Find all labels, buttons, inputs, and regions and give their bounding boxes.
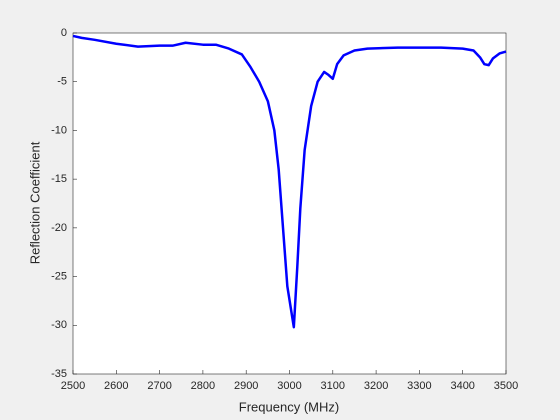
plot-area <box>72 32 507 375</box>
x-tick-label: 3300 <box>407 380 431 392</box>
x-tick-label: 3400 <box>450 380 474 392</box>
x-tick-label: 3200 <box>364 380 388 392</box>
line-series <box>72 34 507 329</box>
y-tick-label: -25 <box>51 270 67 282</box>
x-tick-label: 2800 <box>191 380 215 392</box>
x-tick-label: 2600 <box>104 380 128 392</box>
y-tick-label: -15 <box>51 173 67 185</box>
y-tick-label: -30 <box>51 319 67 331</box>
y-tick-label: -20 <box>51 222 67 234</box>
y-tick-label: -35 <box>51 368 67 380</box>
y-tick-label: 0 <box>61 27 67 39</box>
x-tick-label: 3000 <box>277 380 301 392</box>
x-tick-label: 3100 <box>321 380 345 392</box>
y-axis-label: Reflection Coefficient <box>27 141 42 264</box>
y-tick-label: -5 <box>57 76 67 88</box>
x-tick-label: 3500 <box>494 380 518 392</box>
x-tick-label: 2700 <box>147 380 171 392</box>
x-tick-label: 2900 <box>234 380 258 392</box>
y-tick-label: -10 <box>51 124 67 136</box>
x-axis-label: Frequency (MHz) <box>239 399 339 414</box>
x-tick-label: 2500 <box>61 380 85 392</box>
